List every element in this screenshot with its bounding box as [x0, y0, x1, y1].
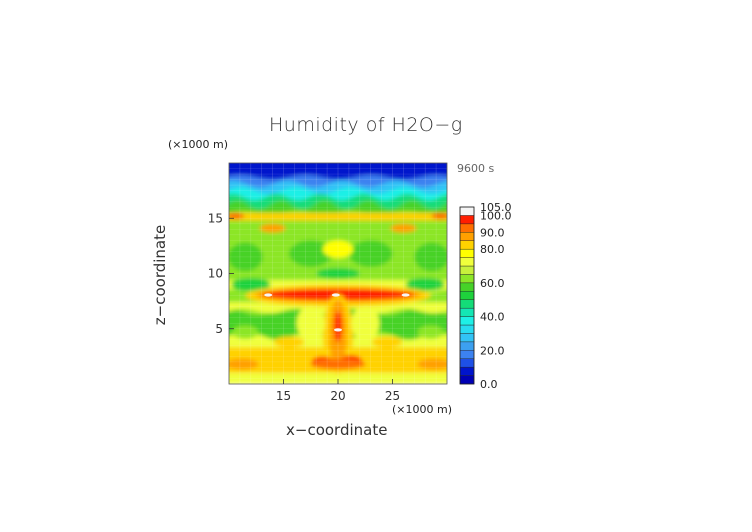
field-blob [390, 223, 417, 233]
y-tick-label: 15 [208, 211, 223, 225]
colorbar-band [459, 291, 475, 300]
x-tick-label: 20 [330, 389, 345, 403]
saturation-spot [264, 293, 273, 297]
colorbar-band [459, 316, 475, 326]
field-blob [229, 358, 259, 370]
field-layer [229, 187, 447, 201]
colorbar-band [459, 341, 475, 351]
colorbar-band [459, 240, 475, 250]
saturation-spot [334, 328, 342, 332]
field-layer [229, 193, 447, 210]
colorbar-tick-label: 40.0 [480, 311, 505, 324]
colorbar-tick-label: 80.0 [480, 243, 505, 256]
colorbar-band [459, 257, 475, 267]
colorbar-band [459, 299, 475, 309]
colorbar-band [459, 206, 475, 216]
field-blob [310, 358, 366, 370]
x-axis-unit: (×1000 m) [392, 403, 453, 416]
field-layer [229, 163, 447, 182]
field-blob [296, 305, 325, 341]
field-blob [289, 240, 333, 267]
field-layer [229, 180, 447, 195]
field-blob [322, 240, 354, 258]
field-blob [232, 325, 259, 339]
chart-title: Humidity of H2O−g [269, 114, 463, 136]
colorbar-frame [459, 206, 475, 385]
colorbar-band [459, 274, 475, 284]
colorbar-band [459, 282, 475, 292]
humidity-field [229, 163, 447, 384]
field-layer [229, 212, 447, 221]
y-tick-label: 5 [215, 322, 223, 336]
colorbar-tick-label: 100.0 [480, 209, 512, 222]
colorbar-tick-label: 0.0 [480, 378, 498, 391]
field-layers [229, 163, 447, 384]
field-blob [371, 336, 403, 348]
field-blob [316, 268, 360, 279]
field-blob [431, 212, 447, 220]
field-blob [273, 336, 305, 348]
colorbar-band [459, 366, 475, 376]
colorbar-tick-label: 20.0 [480, 344, 505, 357]
field-blob [417, 358, 447, 370]
z-axis-unit: (×1000 m) [168, 138, 229, 151]
colorbar-tick-label: 60.0 [480, 277, 505, 290]
colorbar-band [459, 265, 475, 275]
field-blob [351, 305, 380, 341]
colorbar-band [459, 350, 475, 359]
colorbar-band [459, 307, 475, 317]
field-blob [334, 311, 342, 342]
colorbar-band [459, 215, 475, 225]
colorbar-band [459, 232, 475, 241]
colorbar-band [459, 358, 475, 368]
time-label: 9600 s [457, 162, 495, 175]
x-ticks: 15 20 25 [276, 379, 400, 403]
saturation-spot [331, 293, 340, 297]
field-blob [348, 240, 393, 267]
colorbar-band [459, 375, 475, 385]
x-tick-label: 15 [276, 389, 291, 403]
colorbar-band [459, 223, 475, 233]
field-blob [417, 325, 444, 339]
colorbar-tick-label: 90.0 [480, 226, 505, 239]
grid-lines [229, 163, 447, 384]
field-blob [414, 242, 447, 272]
colorbar-band [459, 324, 475, 334]
field-blob [231, 278, 271, 292]
colorbar-tick-label: 105.0 [480, 201, 512, 214]
x-axis-label: x−coordinate [286, 421, 388, 439]
field-blob [229, 242, 263, 272]
field-layer [229, 200, 447, 215]
colorbar-band [459, 333, 475, 343]
colorbar-band [459, 248, 475, 258]
field-blob [405, 278, 445, 292]
field-blob [259, 223, 286, 233]
y-tick-label: 10 [208, 267, 223, 281]
y-ticks: 5 10 15 [208, 211, 234, 336]
x-tick-label: 25 [385, 389, 400, 403]
saturation-spot [401, 293, 410, 297]
field-blob [229, 212, 245, 220]
